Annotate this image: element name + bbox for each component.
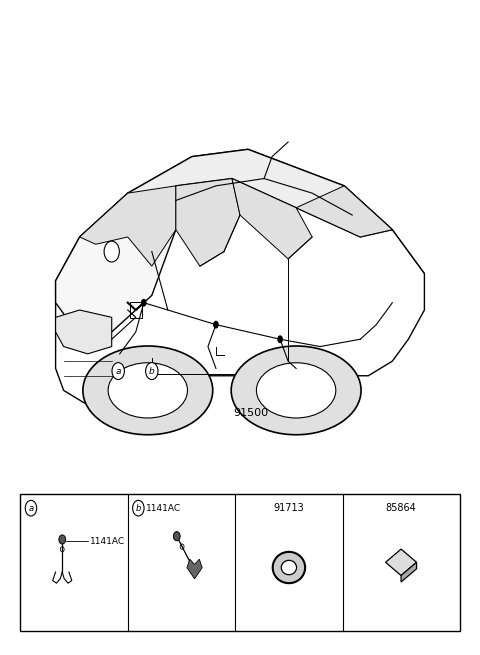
Polygon shape bbox=[232, 179, 312, 259]
Ellipse shape bbox=[273, 552, 305, 583]
Polygon shape bbox=[176, 179, 240, 266]
Text: a: a bbox=[116, 367, 121, 375]
Circle shape bbox=[213, 321, 219, 329]
Text: b: b bbox=[136, 504, 141, 513]
Polygon shape bbox=[80, 186, 176, 266]
Polygon shape bbox=[56, 149, 424, 412]
Polygon shape bbox=[187, 559, 202, 579]
Ellipse shape bbox=[83, 346, 213, 435]
Circle shape bbox=[277, 335, 283, 343]
Circle shape bbox=[104, 241, 120, 262]
Text: 1141AC: 1141AC bbox=[90, 537, 125, 546]
Text: 91500: 91500 bbox=[233, 408, 269, 419]
Circle shape bbox=[112, 363, 124, 379]
Circle shape bbox=[132, 500, 144, 516]
Polygon shape bbox=[296, 186, 392, 237]
Polygon shape bbox=[56, 193, 176, 332]
Ellipse shape bbox=[108, 363, 188, 418]
Text: 1141AC: 1141AC bbox=[146, 504, 181, 513]
Polygon shape bbox=[128, 149, 392, 237]
Ellipse shape bbox=[231, 346, 361, 435]
Bar bbox=[21, 494, 459, 631]
Circle shape bbox=[145, 363, 158, 379]
Ellipse shape bbox=[281, 560, 297, 574]
Circle shape bbox=[59, 535, 66, 544]
Polygon shape bbox=[56, 310, 112, 354]
Polygon shape bbox=[385, 549, 417, 576]
Circle shape bbox=[173, 532, 180, 541]
Text: 85864: 85864 bbox=[386, 503, 417, 513]
Ellipse shape bbox=[256, 363, 336, 418]
Text: 91713: 91713 bbox=[274, 503, 304, 513]
Circle shape bbox=[141, 299, 147, 307]
Text: b: b bbox=[149, 367, 155, 375]
Circle shape bbox=[25, 500, 36, 516]
Text: a: a bbox=[28, 504, 34, 513]
Polygon shape bbox=[401, 562, 417, 582]
